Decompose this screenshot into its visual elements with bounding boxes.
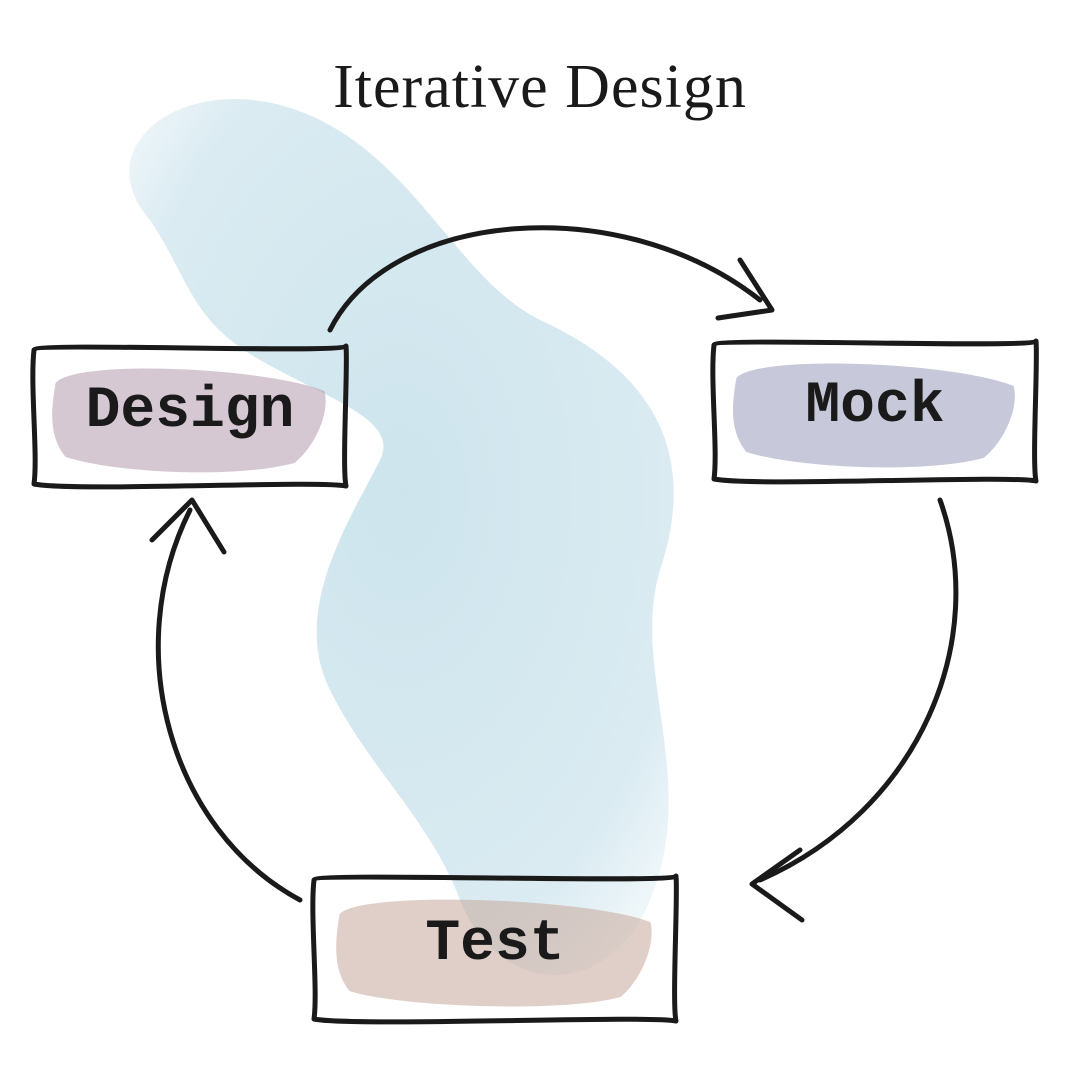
diagram-canvas: Iterative Design DesignMockTest [0,0,1080,1082]
arrow-design-to-mock [330,228,772,330]
node-label: Test [310,912,680,977]
arrow-test-to-design [152,500,300,900]
node-design: Design [30,340,350,490]
node-label: Design [30,379,350,444]
node-label: Mock [710,374,1040,439]
arrow-mock-to-test [752,500,956,920]
node-test: Test [310,870,680,1025]
node-mock: Mock [710,335,1040,485]
